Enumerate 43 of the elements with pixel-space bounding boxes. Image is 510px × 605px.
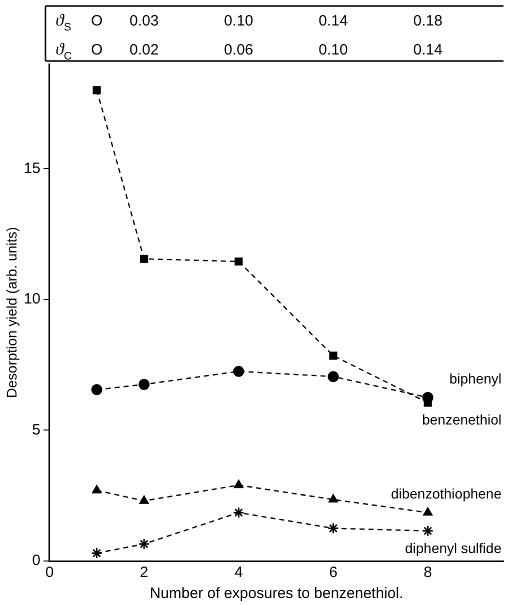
y-tick-label: 15 bbox=[24, 160, 40, 177]
x-tick-label: 4 bbox=[234, 564, 243, 582]
x-tick-label: 2 bbox=[140, 564, 148, 582]
text: 0.14 bbox=[318, 12, 348, 30]
point bbox=[328, 371, 339, 382]
point bbox=[329, 352, 338, 360]
series-label: benzenethiol bbox=[422, 412, 502, 428]
series-label: diphenyl sulfide bbox=[404, 540, 502, 556]
text: 0.10 bbox=[318, 42, 348, 58]
text: O bbox=[90, 42, 103, 58]
point bbox=[138, 538, 150, 550]
point bbox=[234, 257, 243, 266]
point bbox=[91, 384, 102, 396]
text: 0.14 bbox=[413, 42, 442, 58]
x-axis-title: Number of exposures to benzenethiol. bbox=[150, 585, 404, 602]
y-tick-label: 5 bbox=[32, 421, 40, 438]
text: 0.18 bbox=[413, 12, 442, 30]
point bbox=[234, 480, 244, 488]
point bbox=[422, 525, 434, 537]
series-label: biphenyl bbox=[449, 370, 502, 387]
x-tick-label: 0 bbox=[45, 564, 54, 582]
y-tick-label: 0 bbox=[32, 552, 40, 570]
text: 0.02 bbox=[129, 42, 159, 58]
point bbox=[138, 378, 150, 390]
point bbox=[233, 366, 244, 377]
x-tick-label: 6 bbox=[329, 564, 338, 582]
point bbox=[232, 506, 244, 518]
point bbox=[328, 494, 338, 503]
point bbox=[423, 507, 433, 516]
point bbox=[91, 547, 103, 559]
text: 0.06 bbox=[224, 42, 254, 58]
text: O bbox=[90, 12, 103, 30]
series-label: dibenzothiophene bbox=[390, 486, 502, 502]
text: 0.03 bbox=[129, 12, 159, 30]
point bbox=[327, 522, 339, 534]
point bbox=[92, 86, 101, 94]
x-tick-label: 8 bbox=[424, 564, 432, 582]
point bbox=[140, 254, 148, 263]
point bbox=[139, 495, 149, 504]
text: 0.10 bbox=[224, 12, 254, 30]
y-tick-label: 10 bbox=[24, 290, 40, 308]
y-axis-title: Desorption yield (arb. units) bbox=[3, 226, 20, 398]
point bbox=[92, 484, 102, 494]
